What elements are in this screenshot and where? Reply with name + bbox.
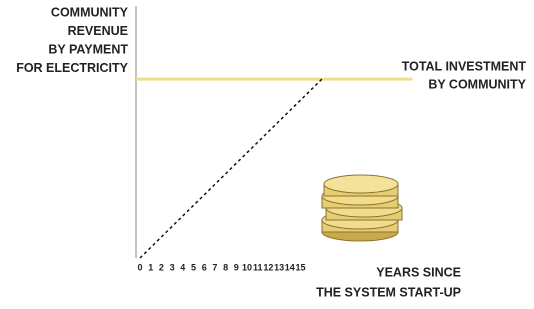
x-axis-label: YEARS SINCE [376, 265, 461, 279]
x-tick-label: 15 [295, 262, 305, 272]
x-tick-label: 12 [263, 262, 273, 272]
x-tick-label: 3 [170, 262, 175, 272]
x-tick-label: 13 [274, 262, 284, 272]
y-axis-label: BY PAYMENT [48, 42, 128, 56]
x-tick-label: 14 [285, 262, 295, 272]
revenue-line [140, 79, 322, 258]
x-tick-label: 7 [212, 262, 217, 272]
x-tick-label: 6 [202, 262, 207, 272]
reference-label: TOTAL INVESTMENT [402, 59, 527, 73]
y-axis-label: FOR ELECTRICITY [16, 61, 128, 75]
chart: COMMUNITY REVENUE BY PAYMENT FOR ELECTRICIT… [0, 0, 534, 309]
x-tick-label: 10 [242, 262, 252, 272]
x-tick-label: 11 [253, 262, 263, 272]
x-axis-label: THE SYSTEM START-UP [316, 285, 461, 299]
y-axis-label: COMMUNITY [51, 5, 129, 19]
y-axis-label: REVENUE [68, 24, 128, 38]
x-tick-label: 4 [180, 262, 185, 272]
x-tick-label: 9 [234, 262, 239, 272]
x-tick-label: 1 [148, 262, 153, 272]
x-tick-label: 2 [159, 262, 164, 272]
page: {"chart_data": {"type": "line", "ylabel"… [0, 0, 534, 309]
coin-stack [322, 175, 402, 241]
x-tick-label: 8 [223, 262, 228, 272]
x-tick-label: 5 [191, 262, 196, 272]
reference-label: BY COMMUNITY [428, 77, 526, 91]
x-tick-label: 0 [137, 262, 142, 272]
